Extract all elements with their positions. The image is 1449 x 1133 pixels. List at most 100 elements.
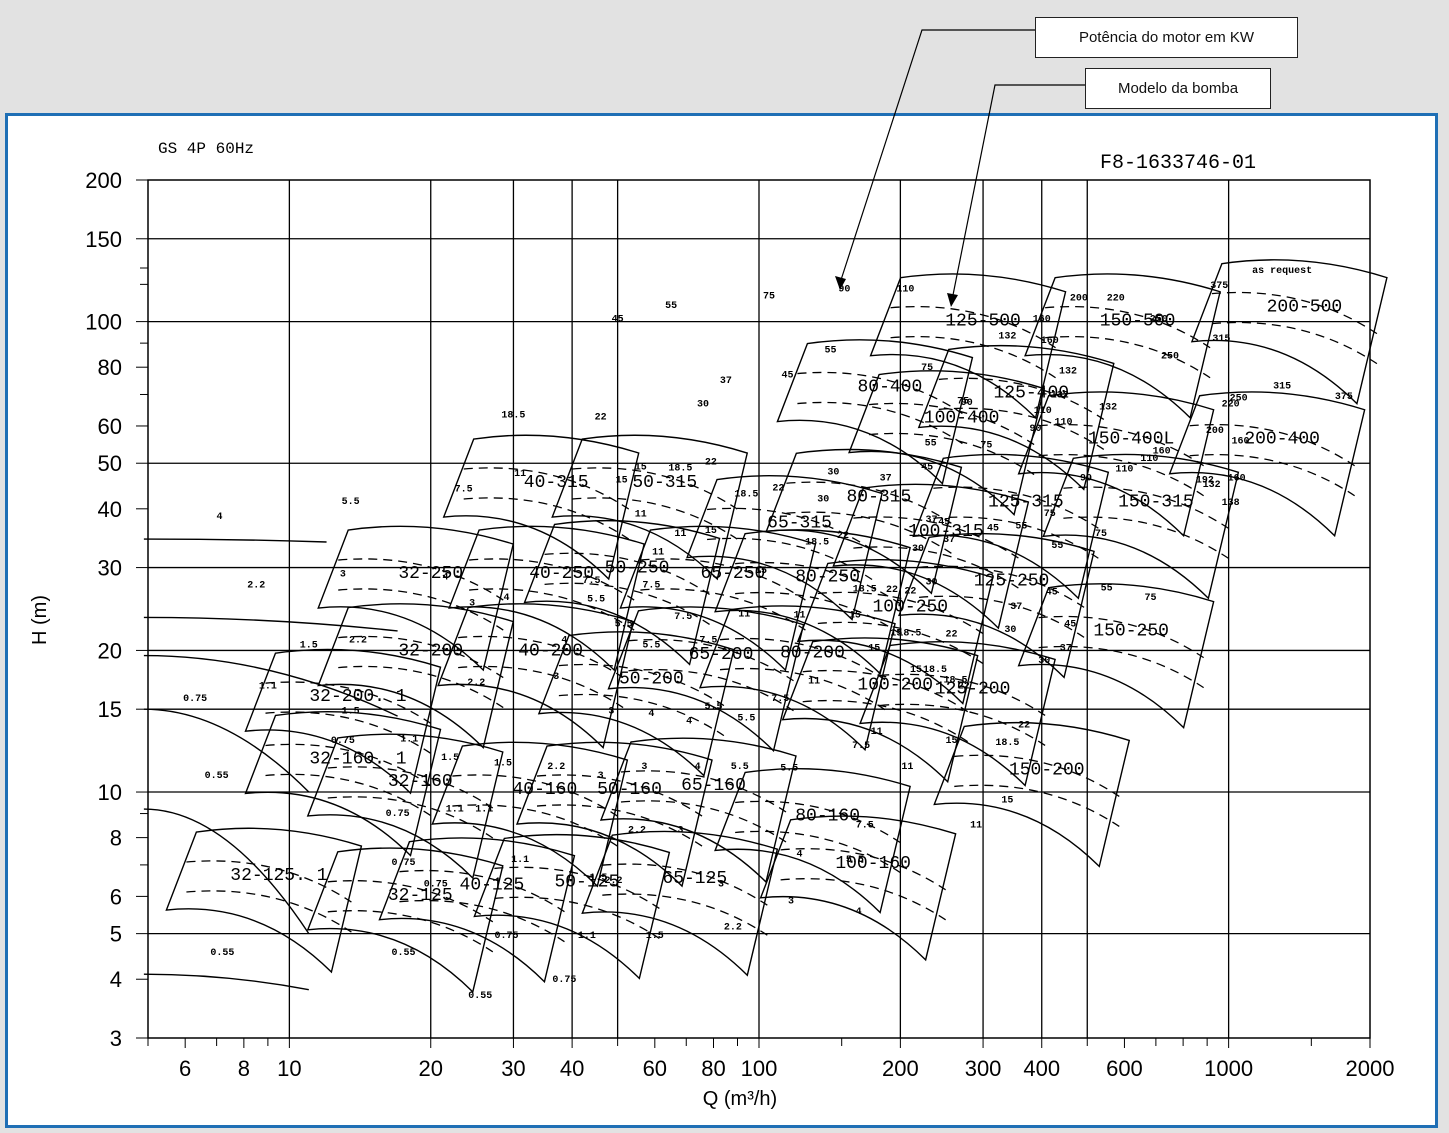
pump-model-label: 50-125 bbox=[554, 872, 619, 892]
power-label: 75 bbox=[980, 440, 992, 451]
pump-region bbox=[431, 741, 629, 888]
y-tick-label: 200 bbox=[85, 168, 122, 193]
power-curve bbox=[338, 635, 504, 679]
power-curve bbox=[628, 668, 794, 712]
power-curve bbox=[802, 669, 969, 713]
pump-model-label: 50-250 bbox=[605, 558, 670, 578]
pump-model-label: 125-500 bbox=[945, 312, 1021, 332]
power-label: 3 bbox=[598, 771, 604, 782]
power-curve bbox=[797, 401, 963, 445]
x-tick-label: 10 bbox=[277, 1056, 301, 1081]
pump-model-label: 32-125. 1 bbox=[230, 866, 327, 886]
x-tick-label: 20 bbox=[419, 1056, 443, 1081]
power-label: 1.5 bbox=[494, 758, 512, 769]
power-label: 4 bbox=[504, 593, 510, 604]
power-label: 1.5 bbox=[589, 873, 607, 884]
power-label: 90 bbox=[1030, 424, 1042, 435]
power-curve bbox=[786, 511, 952, 554]
power-label: 18.5 bbox=[853, 584, 877, 595]
power-label: 30 bbox=[1004, 625, 1016, 636]
power-curve bbox=[265, 711, 431, 754]
power-label: 30 bbox=[912, 544, 924, 555]
power-curve bbox=[933, 516, 1099, 559]
power-label: 0.55 bbox=[392, 948, 416, 959]
power-curve bbox=[265, 773, 431, 817]
power-label: 1.5 bbox=[300, 640, 318, 651]
power-label: 2.2 bbox=[724, 923, 742, 934]
x-tick-label: 400 bbox=[1023, 1056, 1060, 1081]
power-curve bbox=[1063, 486, 1229, 529]
power-label: 45 bbox=[612, 315, 624, 326]
power-label: 15 bbox=[946, 736, 958, 747]
pump-region bbox=[442, 434, 640, 581]
power-label: 0.55 bbox=[468, 991, 492, 1002]
pump-region bbox=[378, 837, 576, 984]
power-label: 30 bbox=[1038, 656, 1050, 667]
x-tick-label: 6 bbox=[179, 1056, 191, 1081]
power-curve bbox=[469, 558, 635, 601]
power-label: 5.5 bbox=[587, 595, 605, 606]
power-label: 7.5 bbox=[642, 581, 660, 592]
x-tick-label: 40 bbox=[560, 1056, 584, 1081]
power-curve bbox=[1038, 645, 1204, 689]
pump-model-label: 80-250 bbox=[795, 568, 860, 588]
power-label: 1.1 bbox=[400, 735, 418, 746]
pump-model-label: 100-400 bbox=[924, 409, 1000, 429]
power-label: 160 bbox=[1041, 336, 1059, 347]
power-curve bbox=[938, 377, 1105, 420]
power-label: 11 bbox=[901, 762, 913, 773]
power-curve bbox=[602, 893, 768, 936]
power-label: 132 bbox=[1059, 367, 1077, 378]
pump-curve bbox=[143, 654, 398, 717]
pump-model-label: 50-200 bbox=[619, 670, 684, 690]
pump-model-label: 32-250 bbox=[398, 564, 463, 584]
callout-motor-arrow bbox=[835, 276, 846, 290]
y-tick-label: 40 bbox=[98, 497, 122, 522]
pump-region bbox=[523, 519, 721, 666]
power-curve bbox=[719, 667, 886, 711]
pump-region bbox=[1042, 453, 1240, 600]
power-curve bbox=[890, 305, 1056, 349]
power-label: 45 bbox=[987, 523, 999, 534]
power-label: 2.2 bbox=[349, 635, 367, 646]
power-label: 1.1 bbox=[446, 804, 464, 815]
x-tick-label: 80 bbox=[701, 1056, 725, 1081]
pump-region bbox=[1017, 391, 1215, 538]
power-label: 11 bbox=[794, 610, 806, 621]
y-tick-label: 80 bbox=[98, 355, 122, 380]
pump-region bbox=[537, 631, 735, 777]
pump-region bbox=[607, 606, 805, 753]
power-curve bbox=[628, 638, 794, 682]
power-label: 15 bbox=[849, 610, 861, 621]
pump-region bbox=[581, 830, 779, 977]
power-label: 110 bbox=[1034, 406, 1052, 417]
power-label: 192 bbox=[1196, 475, 1214, 486]
pump-model-label: 125-250 bbox=[974, 571, 1050, 591]
power-label: 5.5 bbox=[731, 762, 749, 773]
pump-curve bbox=[143, 616, 398, 632]
power-label: 1.1 bbox=[578, 931, 596, 942]
pump-model-label: 40-200 bbox=[518, 642, 583, 662]
pump-model-label: 150-400L bbox=[1088, 430, 1174, 450]
x-tick-label: 600 bbox=[1106, 1056, 1143, 1081]
power-curve bbox=[797, 371, 963, 415]
power-label: 75 bbox=[921, 363, 933, 374]
power-label: 160 bbox=[1232, 437, 1250, 448]
power-label: 45 bbox=[1046, 587, 1058, 598]
pump-model-label: 80-315 bbox=[846, 487, 911, 507]
power-label: 2.2 bbox=[247, 581, 265, 592]
pump-region bbox=[917, 344, 1115, 491]
pump-curve bbox=[143, 708, 310, 793]
power-label: 5.5 bbox=[780, 764, 798, 775]
power-label: 18.5 bbox=[943, 675, 967, 686]
pump-curve bbox=[143, 808, 310, 935]
pump-region bbox=[165, 827, 363, 974]
power-label: 11 bbox=[738, 610, 750, 621]
y-tick-label: 15 bbox=[98, 697, 122, 722]
power-label: 1.1 bbox=[475, 804, 493, 815]
power-label: 2.2 bbox=[467, 678, 485, 689]
power-label: 37 bbox=[943, 535, 955, 546]
power-label: 22 bbox=[772, 484, 784, 495]
pump-region bbox=[912, 453, 1110, 600]
